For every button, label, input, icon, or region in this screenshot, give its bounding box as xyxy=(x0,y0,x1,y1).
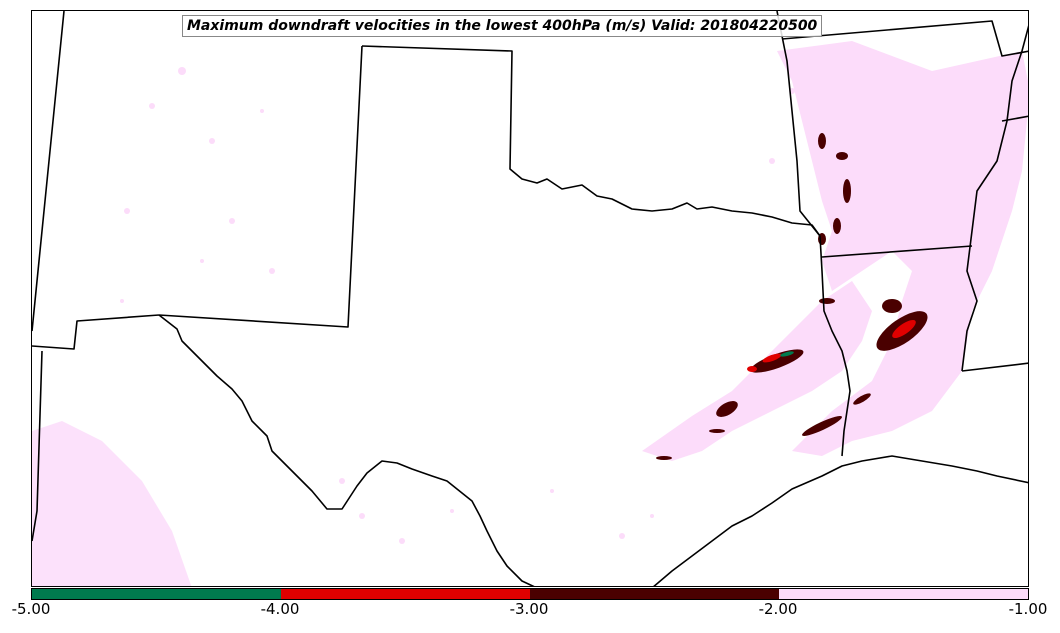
colorbar-segment xyxy=(32,589,281,599)
colorbar xyxy=(31,588,1029,600)
colorbar-tick-label: -3.00 xyxy=(509,600,549,618)
colorbar-tick-label: -1.00 xyxy=(1008,600,1048,618)
colorbar-segment xyxy=(779,589,1028,599)
map-canvas xyxy=(32,11,1028,586)
colorbar-segment xyxy=(530,589,779,599)
colorbar-tick-label: -5.00 xyxy=(11,600,51,618)
colorbar-tick-label: -2.00 xyxy=(758,600,798,618)
map-title: Maximum downdraft velocities in the lowe… xyxy=(182,15,823,37)
political-boundaries xyxy=(32,11,1028,586)
downdraft-field-weak xyxy=(32,41,1028,586)
colorbar-tick-label: -4.00 xyxy=(260,600,300,618)
map-panel xyxy=(31,10,1029,587)
downdraft-field-extreme xyxy=(780,351,794,357)
downdraft-field-strong xyxy=(747,319,916,372)
colorbar-segment xyxy=(281,589,530,599)
